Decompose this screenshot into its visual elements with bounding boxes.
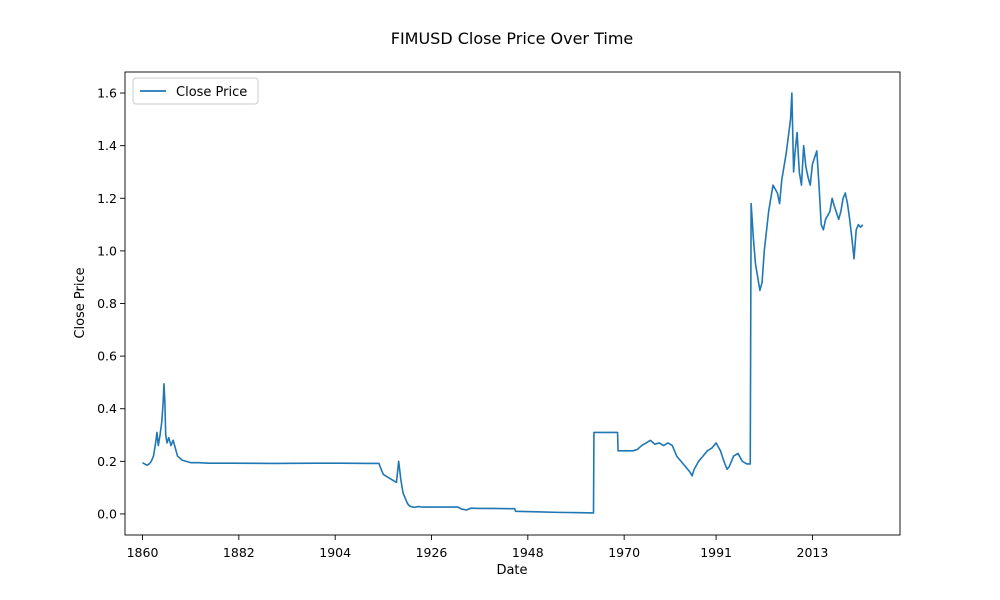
y-tick-label: 0.8	[97, 296, 117, 311]
x-tick-label: 1948	[512, 545, 544, 560]
legend-label: Close Price	[176, 85, 247, 100]
close-price-line	[142, 92, 864, 514]
y-axis-label: Close Price	[73, 267, 88, 338]
y-tick-label: 1.2	[97, 191, 117, 206]
y-tick-label: 1.6	[97, 86, 117, 101]
x-tick-label: 1882	[223, 545, 255, 560]
x-tick-label: 1926	[416, 545, 448, 560]
x-axis: 1860 1882 1904 1926 1948 1970 1991 2013	[127, 535, 829, 560]
x-tick-label: 2013	[797, 545, 829, 560]
y-axis: 0.0 0.2 0.4 0.6 0.8 1.0 1.2 1.4 1.6	[97, 86, 125, 521]
legend-box	[132, 77, 259, 105]
x-axis-label: Date	[496, 563, 527, 578]
plot-area	[124, 71, 901, 536]
y-tick-label: 0.6	[97, 349, 117, 364]
y-tick-label: 0.2	[97, 454, 117, 469]
legend: Close Price	[132, 77, 259, 105]
x-tick-label: 1904	[319, 545, 351, 560]
chart-title: FIMUSD Close Price Over Time	[391, 29, 634, 48]
y-tick-label: 1.4	[97, 138, 117, 153]
y-tick-label: 0.4	[97, 401, 117, 416]
y-tick-label: 0.0	[97, 506, 117, 521]
x-tick-label: 1860	[127, 545, 159, 560]
x-tick-label: 1970	[608, 545, 640, 560]
y-tick-label: 1.0	[97, 243, 117, 258]
x-tick-label: 1991	[700, 545, 732, 560]
